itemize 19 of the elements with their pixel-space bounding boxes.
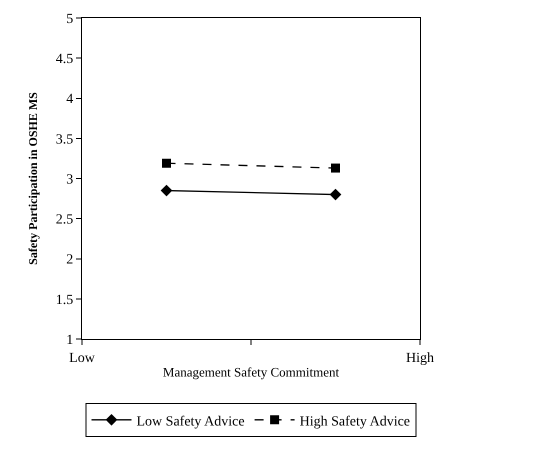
y-tick-label: 2.5 [56, 212, 74, 228]
y-axis-title: Safety Participation in OSHE MS [26, 92, 40, 265]
y-tick-label: 3 [66, 172, 74, 188]
y-tick-label: 4 [66, 92, 74, 108]
legend-label: Low Safety Advice [136, 414, 245, 430]
y-tick-label: 1.5 [56, 292, 74, 308]
legend-label: High Safety Advice [300, 414, 410, 430]
y-tick-label: 5 [66, 12, 74, 27]
y-tick-label: 2 [66, 252, 74, 268]
y-tick-label: 3.5 [56, 132, 74, 148]
point [162, 158, 171, 168]
point [331, 164, 340, 173]
x-tick-label: High [406, 350, 434, 366]
point [160, 184, 172, 196]
y-tick-label: 1 [66, 332, 74, 348]
x-axis-title: Management Safety Commitment [162, 364, 340, 380]
x-tick-label: Low [69, 350, 96, 366]
point [330, 188, 342, 200]
y-tick-label: 4.5 [56, 52, 74, 68]
